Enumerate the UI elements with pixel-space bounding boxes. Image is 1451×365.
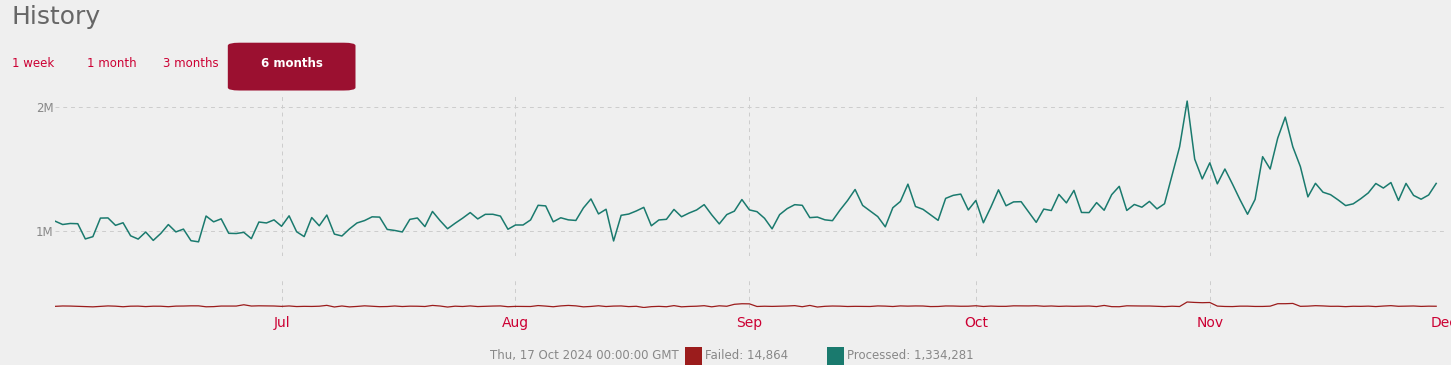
Text: Dec: Dec (1431, 316, 1451, 330)
Text: 6 months: 6 months (261, 57, 322, 70)
Text: Thu, 17 Oct 2024 00:00:00 GMT: Thu, 17 Oct 2024 00:00:00 GMT (490, 349, 679, 362)
Text: Oct: Oct (963, 316, 988, 330)
Text: Aug: Aug (502, 316, 530, 330)
Text: Jul: Jul (273, 316, 290, 330)
Text: Failed: 14,864: Failed: 14,864 (705, 349, 788, 362)
Text: Processed: 1,334,281: Processed: 1,334,281 (847, 349, 974, 362)
Text: 3 months: 3 months (163, 57, 218, 70)
Text: Sep: Sep (736, 316, 763, 330)
Text: History: History (12, 5, 100, 30)
Text: 1 month: 1 month (87, 57, 136, 70)
Text: Nov: Nov (1196, 316, 1223, 330)
Text: 1 week: 1 week (12, 57, 54, 70)
